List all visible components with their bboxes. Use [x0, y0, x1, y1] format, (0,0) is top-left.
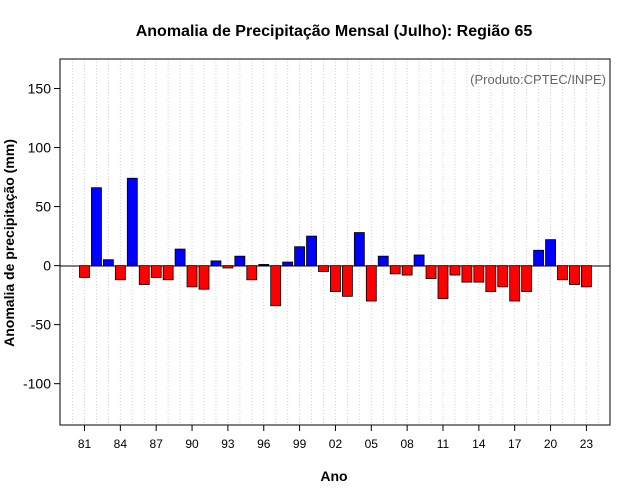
bar-12	[449, 265, 461, 276]
bar-11	[437, 265, 449, 300]
bar-91	[198, 265, 210, 290]
bar-00	[306, 235, 317, 267]
x-tick-label: 23	[580, 437, 594, 451]
y-tick-label: -100	[23, 376, 51, 392]
bar-86	[138, 265, 150, 285]
x-tick-label: 99	[293, 437, 307, 451]
y-tick-label: 0	[43, 258, 51, 274]
bar-01	[318, 265, 329, 272]
bar-97	[270, 265, 282, 307]
x-axis: 81 84 87 90 93 96 99 02 05 08 11 14 17 20 23	[78, 425, 594, 451]
x-axis-label: Ano	[320, 468, 347, 484]
bar-20	[545, 239, 556, 267]
bar-18	[521, 265, 533, 292]
bar-04	[353, 232, 365, 267]
x-tick-label: 81	[78, 437, 92, 451]
bar-94	[234, 255, 246, 267]
x-tick-label: 14	[472, 437, 486, 451]
bar-13	[461, 265, 473, 283]
bar-15	[485, 265, 497, 292]
grid	[72, 59, 599, 425]
y-tick-label: 50	[35, 199, 51, 215]
x-tick-label: 87	[150, 437, 164, 451]
x-tick-label: 96	[257, 437, 271, 451]
bar-06	[377, 255, 389, 267]
bar-93	[222, 265, 234, 269]
bar-90	[186, 265, 198, 288]
bar-95	[246, 265, 258, 281]
bar-82	[91, 187, 102, 267]
bar-05	[365, 265, 377, 302]
y-axis: -100 -50 0 50 100 150	[23, 81, 60, 392]
chart-title: Anomalia de Precipitação Mensal (Julho):…	[136, 23, 533, 40]
bar-14	[473, 265, 485, 283]
bar-83	[103, 259, 114, 267]
bar-99	[294, 246, 306, 267]
y-tick-label: 150	[28, 81, 52, 97]
bar-84	[114, 265, 126, 281]
x-tick-label: 17	[508, 437, 522, 451]
x-tick-label: 93	[221, 437, 235, 451]
bar-19	[533, 249, 544, 267]
bar-10	[425, 265, 437, 280]
x-tick-label: 08	[400, 437, 414, 451]
bar-89	[174, 248, 186, 267]
x-tick-label: 05	[365, 437, 379, 451]
bar-02	[330, 265, 341, 292]
bar-96	[258, 264, 270, 267]
bar-22	[569, 265, 580, 285]
y-tick-label: 100	[28, 140, 52, 156]
bar-88	[162, 265, 174, 281]
bar-92	[210, 260, 222, 267]
source-annotation: (Produto:CPTEC/INPE)	[470, 72, 606, 87]
bar-85	[126, 177, 138, 267]
bar-07	[389, 265, 401, 275]
bar-21	[557, 265, 568, 281]
x-tick-label: 11	[437, 437, 450, 451]
bar-17	[509, 265, 521, 302]
bar-81	[79, 265, 90, 278]
bar-23	[581, 265, 592, 288]
bar-98	[282, 261, 294, 267]
x-tick-label: 02	[329, 437, 343, 451]
y-tick-label: -50	[31, 317, 51, 333]
bar-16	[497, 265, 509, 288]
bar-08	[401, 265, 413, 276]
bar-03	[341, 265, 353, 297]
bar-09	[413, 254, 425, 267]
x-tick-label: 84	[114, 437, 128, 451]
bar-87	[150, 265, 162, 278]
y-axis-label: Anomalia de precipitação (mm)	[1, 139, 17, 347]
x-tick-label: 20	[544, 437, 558, 451]
bars	[79, 177, 592, 307]
x-tick-label: 90	[185, 437, 199, 451]
